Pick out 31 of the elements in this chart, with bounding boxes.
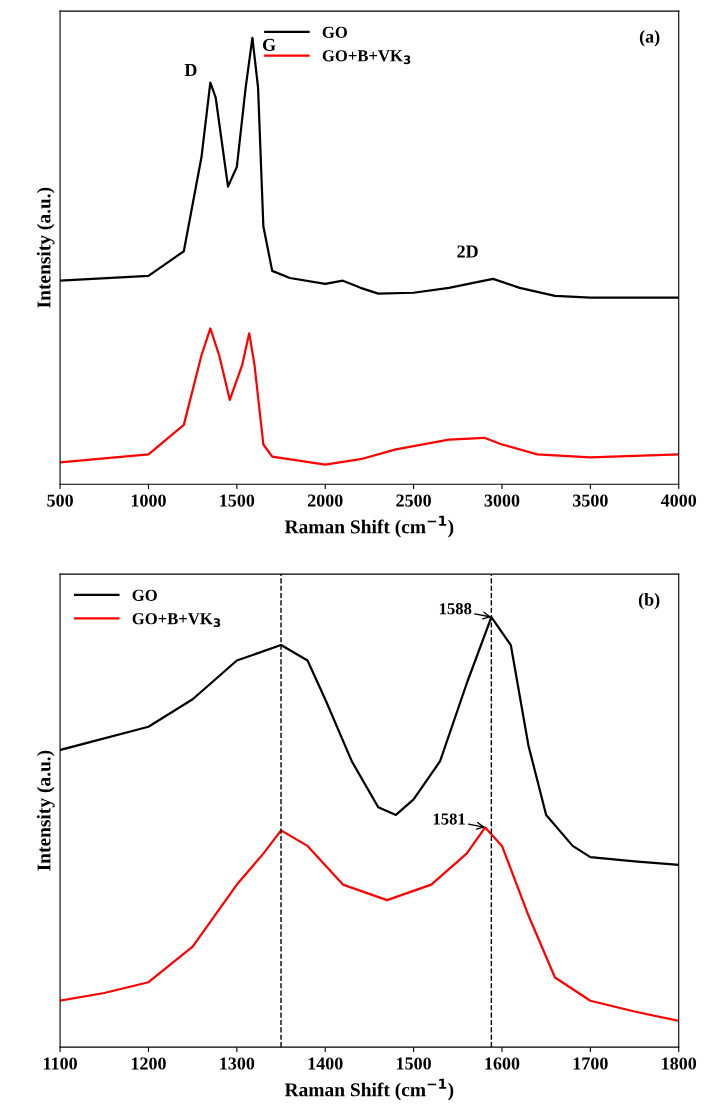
x-tick-label: 1700 xyxy=(573,1057,608,1070)
x-tick-label: 1100 xyxy=(43,1057,77,1070)
annotation: 1588 xyxy=(439,603,472,615)
legend-label: GO+B+VK$_{3}$ xyxy=(132,613,221,628)
x-tick-label: 1300 xyxy=(220,1057,255,1070)
annotation: G xyxy=(262,38,276,51)
x-tick-label: 1600 xyxy=(485,1057,520,1070)
chart-title: (a) xyxy=(639,30,660,47)
x-tick-label: 3000 xyxy=(484,494,520,507)
x-tick-label: 1400 xyxy=(308,1057,343,1070)
x-tick-label: 2500 xyxy=(396,494,431,507)
x-tick-label: 1000 xyxy=(131,494,166,507)
x-tick-label: 500 xyxy=(47,494,73,507)
annotation: 1581 xyxy=(433,813,465,825)
x-tick-label: 2000 xyxy=(307,494,343,507)
x-tick-label: 1200 xyxy=(131,1057,166,1070)
y-axis-title: Intensity (a.u.) xyxy=(36,750,55,871)
chart-title: (b) xyxy=(638,593,660,610)
annotation: D xyxy=(184,64,197,76)
legend-label: GO+B+VK$_{3}$ xyxy=(322,50,411,65)
x-axis-title: Raman Shift (cm$^{−1}$) xyxy=(284,1078,454,1101)
x-tick-label: 4000 xyxy=(660,494,697,507)
legend-label: GO xyxy=(132,589,157,601)
y-axis-title: Intensity (a.u.) xyxy=(36,187,55,308)
x-tick-label: 1500 xyxy=(220,494,255,507)
x-tick-label: 3500 xyxy=(572,494,608,507)
annotation: 2D xyxy=(457,245,478,258)
x-axis-title: Raman Shift (cm$^{−1}$) xyxy=(284,515,454,538)
x-tick-label: 1500 xyxy=(396,1057,431,1070)
legend-label: GO xyxy=(322,26,348,38)
x-tick-label: 1800 xyxy=(662,1057,697,1070)
